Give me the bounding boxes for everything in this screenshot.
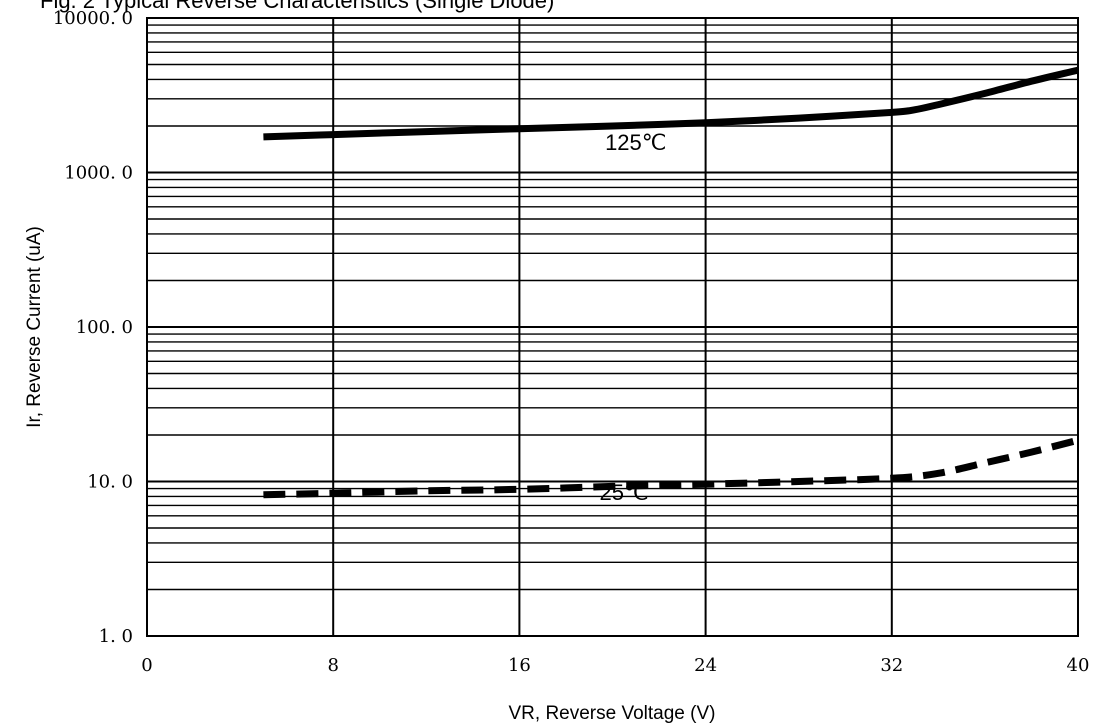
series-annotation: 25℃	[600, 480, 649, 505]
y-axis-ticks: 1. 0 10. 0 100. 0 1000. 0 10000. 0	[53, 8, 133, 647]
series-layer	[263, 66, 1079, 499]
x-tick-label: 32	[880, 655, 903, 676]
series-line-dashed	[263, 436, 1079, 499]
y-tick-label: 1000. 0	[64, 163, 133, 184]
y-tick-label: 1. 0	[99, 626, 133, 647]
x-tick-label: 0	[141, 655, 152, 676]
minor-gridlines	[147, 24, 1078, 591]
y-tick-label: 10000. 0	[53, 8, 133, 29]
series-annotation: 125℃	[605, 130, 666, 155]
x-axis-ticks: 0 8 16 24 32 40	[141, 655, 1089, 676]
series-line-solid	[263, 66, 1079, 141]
x-axis-title: VR, Reverse Voltage (V)	[509, 703, 716, 724]
annotation-layer: 125℃ 25℃	[600, 130, 667, 505]
x-tick-label: 24	[694, 655, 717, 676]
chart-title: Fig. 2 Typical Reverse Characteristics (…	[40, 0, 554, 13]
x-tick-label: 16	[508, 655, 531, 676]
plot-frame	[146, 17, 1079, 637]
x-tick-label: 8	[327, 655, 338, 676]
y-axis-title: Ir, Reverse Current (uA)	[24, 226, 45, 428]
x-tick-label: 40	[1067, 655, 1090, 676]
y-tick-label: 100. 0	[76, 317, 133, 338]
y-tick-label: 10. 0	[87, 472, 133, 493]
